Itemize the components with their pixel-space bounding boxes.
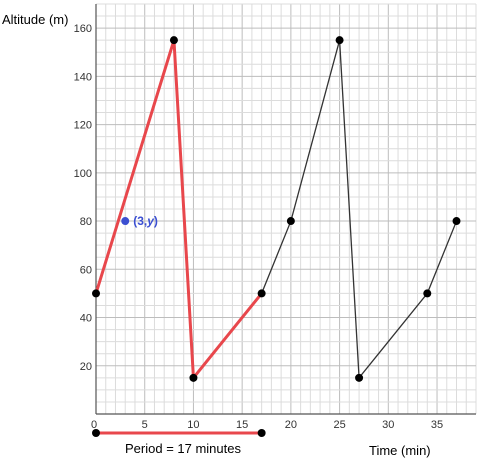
data-point — [423, 289, 432, 298]
highlighted-period — [94, 38, 263, 380]
point-label: (3,y) — [133, 214, 158, 228]
annotations: Altitude (m) Time (min) Period = 17 minu… — [2, 12, 431, 458]
x-tick-label: 10 — [187, 419, 199, 431]
data-point — [286, 217, 295, 226]
y-tick-label: 120 — [74, 120, 92, 132]
y-tick-label: 20 — [80, 361, 92, 373]
x-tick-label: 0 — [91, 419, 97, 431]
period-segment-line — [94, 38, 263, 380]
point-label-main: (3, — [133, 214, 147, 228]
data-point — [452, 217, 461, 226]
y-tick-label: 80 — [80, 216, 92, 228]
tick-labels: 0 5 10 15 20 25 30 35 20 40 60 80 100 120 140 160 — [74, 23, 444, 431]
data-point — [169, 36, 178, 45]
axes — [95, 4, 476, 415]
y-tick-label: 160 — [74, 23, 92, 35]
period-bar-end-point — [257, 429, 266, 437]
x-tick-label: 25 — [333, 419, 345, 431]
x-axis-label: Time (min) — [369, 443, 431, 458]
annotated-point — [121, 217, 130, 226]
y-tick-label: 100 — [74, 168, 92, 180]
data-point — [257, 289, 266, 298]
x-tick-label: 30 — [382, 419, 394, 431]
period-bar-start-point — [92, 429, 100, 437]
data-point — [335, 36, 344, 45]
data-point — [355, 373, 364, 382]
grid — [95, 3, 477, 415]
point-label-variable: y — [146, 214, 155, 228]
data-point — [189, 373, 198, 382]
data-point — [92, 289, 100, 298]
y-tick-label: 140 — [74, 71, 92, 83]
x-tick-label: 20 — [285, 419, 297, 431]
x-tick-label: 35 — [431, 419, 443, 431]
y-axis-label: Altitude (m) — [2, 12, 68, 27]
period-label: Period = 17 minutes — [125, 441, 241, 456]
data-points — [92, 36, 461, 382]
y-tick-label: 60 — [80, 264, 92, 276]
x-tick-label: 15 — [236, 419, 248, 431]
point-label-close: ) — [154, 214, 158, 228]
x-tick-label: 5 — [142, 419, 148, 431]
y-tick-label: 40 — [80, 313, 92, 325]
